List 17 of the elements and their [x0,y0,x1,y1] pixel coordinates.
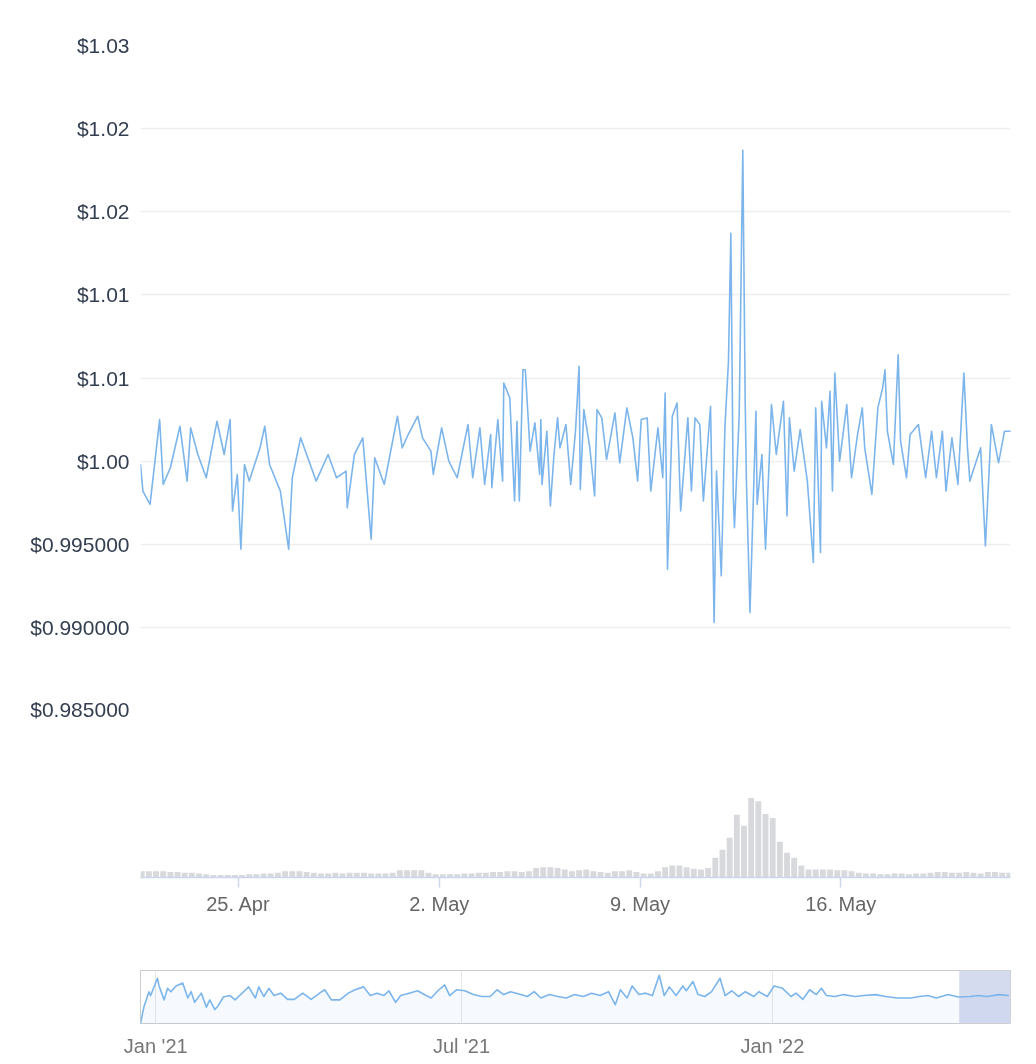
x-tick-label: Jan '22 [740,1034,805,1057]
x-tick-label: 9. May [610,892,671,915]
x-tick-label: 25. Apr [206,892,270,915]
y-tick-label: $1.03 [76,34,130,57]
y-tick-label: $0.990000 [30,615,130,639]
y-tick-label: $1.01 [76,283,130,307]
x-tick-label: 16. May [805,892,877,915]
y-tick-label: $1.02 [76,200,130,224]
line-series [140,149,1011,624]
y-tick-label: $1.02 [76,117,130,141]
x-tick-label: Jul '21 [432,1034,491,1057]
x-tick-label: 2. May [409,892,470,915]
y-tick-label: $0.985000 [30,697,130,721]
y-tick-label: $0.995000 [30,532,130,556]
x-tick-label: Jan '21 [123,1034,188,1057]
y-tick-label: $1.00 [76,449,130,473]
y-tick-label: $1.01 [76,366,130,390]
